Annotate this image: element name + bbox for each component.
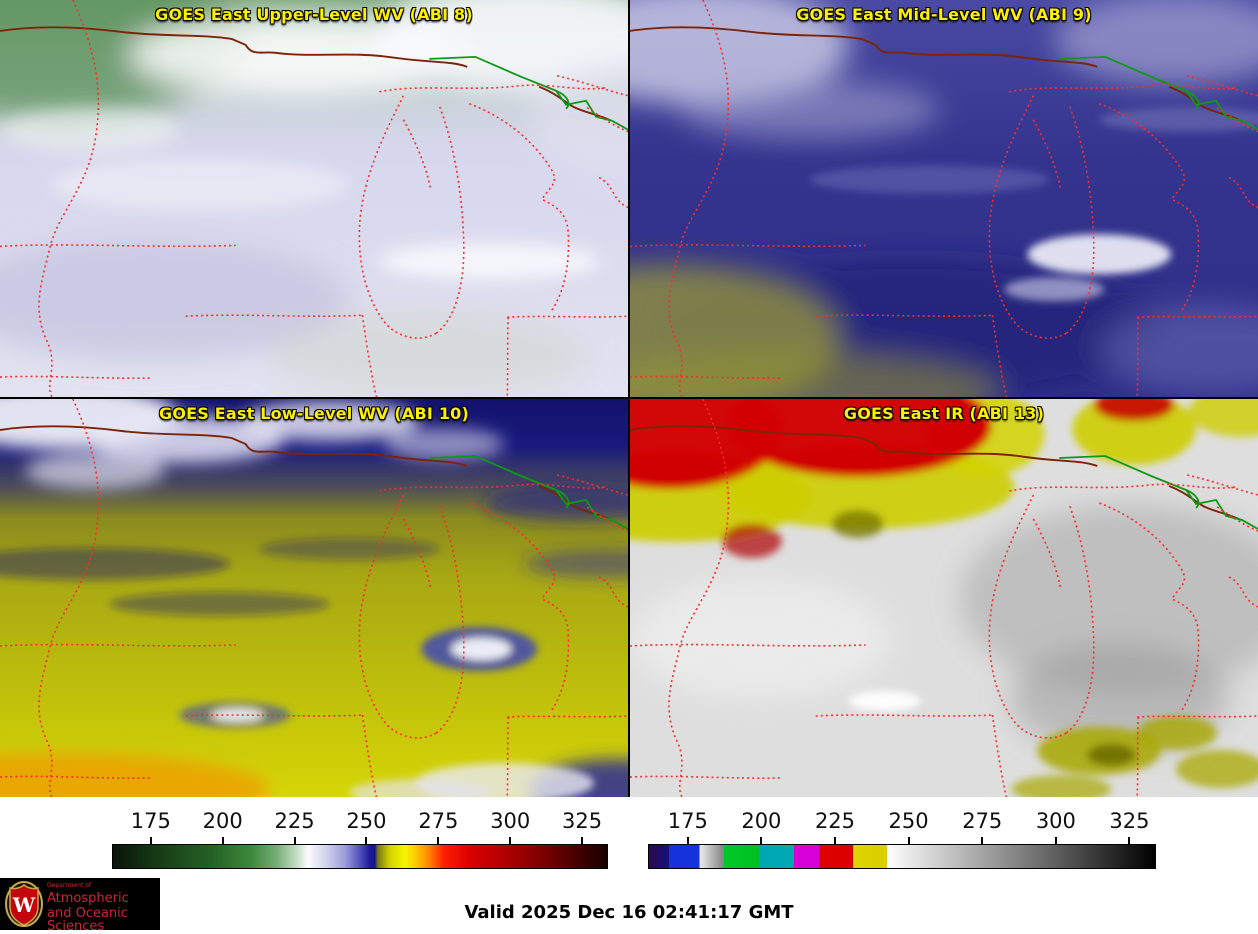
wv-colorbar-ticks	[112, 837, 608, 844]
ir-colorbar-ticks	[648, 837, 1156, 844]
colorbar-tick-label: 225	[814, 809, 856, 833]
colorbar-tick-mark	[365, 837, 368, 844]
colorbar-tick-mark	[293, 837, 296, 844]
colorbar-tick-label: 175	[130, 809, 171, 833]
logo-line-1: Department of	[47, 882, 91, 889]
colorbar-tick-mark	[907, 837, 910, 844]
colorbar-tick-label: 325	[562, 809, 603, 833]
colorbar-tick-mark	[1054, 837, 1057, 844]
mid-level-wv-image	[630, 0, 1258, 397]
colorbar-tick-label: 250	[346, 809, 387, 833]
colorbar-tick-mark	[221, 837, 224, 844]
upper-level-wv-image	[0, 0, 628, 397]
colorbar-tick-label: 250	[888, 809, 929, 833]
colorbar-tick-mark	[833, 837, 836, 844]
colorbar-tick-label: 200	[741, 809, 782, 833]
colorbar-tick-mark	[149, 837, 152, 844]
low-level-wv-image	[0, 399, 628, 797]
legend-strip: 175 200 225 250 275 300 325 175 200 225 250 275 300…	[0, 797, 1258, 878]
ir-colorbar: 175 200 225 250 275 300 325	[648, 809, 1156, 873]
colorbar-tick-label: 275	[962, 809, 1003, 833]
panel-low-level-wv: GOES East Low-Level WV (ABI 10)	[0, 399, 628, 797]
colorbar-tick-label: 300	[490, 809, 531, 833]
satellite-quad-panel: GOES East Upper-Level WV (ABI 8)	[0, 0, 1258, 797]
valid-time-label: Valid 2025 Dec 16 02:41:17 GMT	[464, 902, 794, 923]
wv-colorbar-labels: 175 200 225 250 275 300 325	[112, 809, 608, 837]
panel-title-abi10: GOES East Low-Level WV (ABI 10)	[158, 404, 469, 423]
uw-crest-icon: W	[5, 881, 43, 927]
colorbar-tick-mark	[686, 837, 689, 844]
colorbar-tick-mark	[581, 837, 584, 844]
colorbar-tick-mark	[1128, 837, 1131, 844]
colorbar-tick-mark	[437, 837, 440, 844]
colorbar-tick-label: 175	[667, 809, 708, 833]
panel-ir: GOES East IR (ABI 13)	[630, 399, 1258, 797]
panel-mid-level-wv: GOES East Mid-Level WV (ABI 9)	[630, 0, 1258, 397]
panel-title-abi13: GOES East IR (ABI 13)	[843, 404, 1045, 423]
wv-colorbar: 175 200 225 250 275 300 325	[112, 809, 608, 873]
ir-colorbar-labels: 175 200 225 250 275 300 325	[648, 809, 1156, 837]
panel-upper-level-wv: GOES East Upper-Level WV (ABI 8)	[0, 0, 628, 397]
colorbar-tick-label: 300	[1035, 809, 1076, 833]
wv-colorbar-gradient	[112, 844, 608, 869]
panel-title-abi9: GOES East Mid-Level WV (ABI 9)	[796, 5, 1092, 24]
panel-title-abi8: GOES East Upper-Level WV (ABI 8)	[155, 5, 473, 24]
colorbar-tick-label: 200	[202, 809, 243, 833]
colorbar-tick-mark	[509, 837, 512, 844]
logo-line-2: Atmospheric	[47, 891, 129, 906]
colorbar-tick-label: 325	[1109, 809, 1150, 833]
colorbar-tick-label: 275	[418, 809, 459, 833]
colorbar-tick-label: 225	[274, 809, 315, 833]
footer: W Department of Atmospheric and Oceanic …	[0, 878, 1258, 933]
svg-text:W: W	[12, 893, 36, 917]
ir-colorbar-gradient	[648, 844, 1156, 869]
ir-image	[630, 399, 1258, 797]
colorbar-tick-mark	[760, 837, 763, 844]
colorbar-tick-mark	[981, 837, 984, 844]
